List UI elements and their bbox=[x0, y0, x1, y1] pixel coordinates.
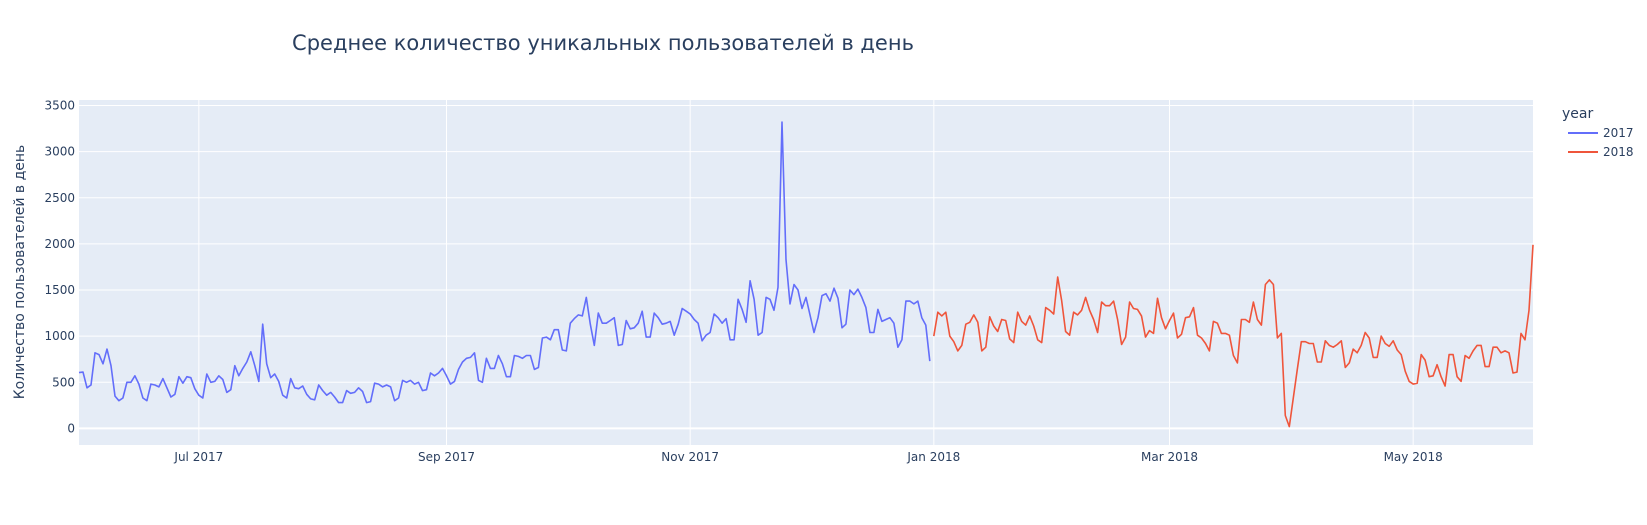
series-line-2018[interactable] bbox=[933, 244, 1534, 428]
x-tick-label: Nov 2017 bbox=[661, 450, 719, 464]
series-lines bbox=[78, 121, 1534, 428]
series-line-2017[interactable] bbox=[78, 121, 931, 404]
legend-title: year bbox=[1562, 106, 1593, 122]
x-gridlines bbox=[198, 100, 1414, 445]
y-tick-label: 3500 bbox=[44, 99, 75, 113]
x-tick-label: May 2018 bbox=[1384, 450, 1443, 464]
x-tick-label: Jul 2017 bbox=[173, 450, 223, 464]
y-tick-labels: 0 500 1000 1500 2000 2500 3000 3500 bbox=[44, 99, 75, 436]
legend-item-2018[interactable]: 2018 bbox=[1568, 145, 1634, 159]
legend-label-2018: 2018 bbox=[1603, 145, 1634, 159]
chart-title: Среднее количество уникальных пользовате… bbox=[292, 31, 914, 55]
y-gridlines bbox=[79, 105, 1533, 430]
y-tick-label: 500 bbox=[52, 375, 75, 389]
x-tick-label: Mar 2018 bbox=[1141, 450, 1198, 464]
y-tick-label: 1000 bbox=[44, 329, 75, 343]
y-tick-label: 3000 bbox=[44, 145, 75, 159]
x-tick-label: Jan 2018 bbox=[906, 450, 960, 464]
legend-item-2017[interactable]: 2017 bbox=[1568, 126, 1634, 140]
y-tick-label: 0 bbox=[67, 421, 75, 435]
y-tick-label: 1500 bbox=[44, 283, 75, 297]
legend-label-2017: 2017 bbox=[1603, 126, 1634, 140]
y-tick-label: 2500 bbox=[44, 191, 75, 205]
x-tick-label: Sep 2017 bbox=[418, 450, 475, 464]
y-tick-label: 2000 bbox=[44, 237, 75, 251]
x-tick-labels: Jul 2017 Sep 2017 Nov 2017 Jan 2018 Mar 2018… bbox=[173, 450, 1442, 464]
legend: year 2017 2018 bbox=[1562, 106, 1634, 159]
y-axis-title: Количество пользователей в день bbox=[12, 145, 28, 400]
